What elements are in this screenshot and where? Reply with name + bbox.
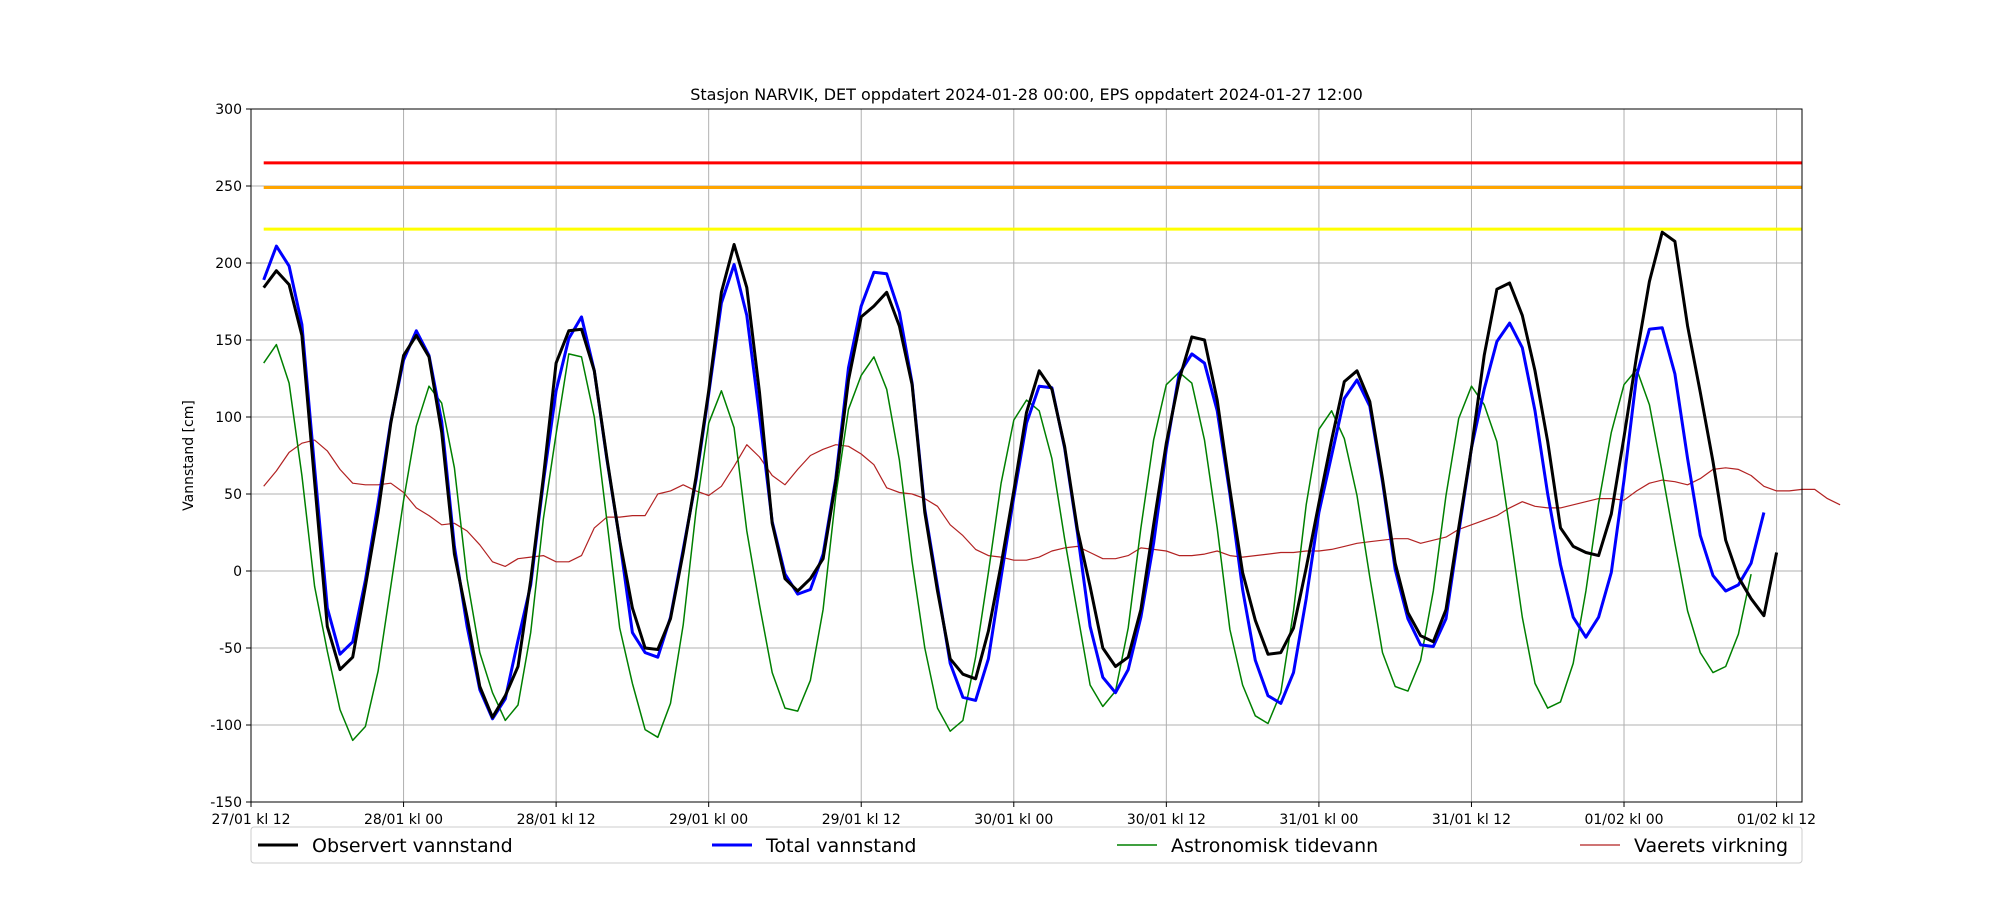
series-lines xyxy=(262,230,1841,742)
y-tick-label: 150 xyxy=(215,333,242,349)
legend-label: Observert vannstand xyxy=(312,835,513,857)
y-tick-label: -100 xyxy=(210,718,242,734)
y-tick-label: 200 xyxy=(215,256,242,272)
series-line-1 xyxy=(262,230,1779,719)
threshold-lines xyxy=(263,161,1802,231)
x-ticks: 27/01 kl 12 28/01 kl 00 28/01 kl 12 29/01 k… xyxy=(211,802,1816,828)
x-tick-label: 01/02 kl 12 xyxy=(1737,812,1816,828)
plot-frame xyxy=(250,108,1803,803)
x-tick-label: 30/01 kl 12 xyxy=(1127,812,1206,828)
y-tick-label: 100 xyxy=(215,410,242,426)
x-tick-label: 31/01 kl 12 xyxy=(1432,812,1511,828)
x-tick-label: 29/01 kl 00 xyxy=(669,812,748,828)
y-tick-label: -50 xyxy=(219,641,242,657)
legend-label: Vaerets virkning xyxy=(1634,835,1788,857)
x-tick-label: 29/01 kl 12 xyxy=(822,812,901,828)
x-tick-label: 01/02 kl 00 xyxy=(1584,812,1663,828)
series-line-3 xyxy=(263,343,1752,742)
y-tick-label: 300 xyxy=(215,102,242,118)
y-ticks: -150 -100 -50 0 50 100 150 200 250 300 xyxy=(210,102,251,811)
y-tick-label: 50 xyxy=(224,487,242,503)
series-line-4 xyxy=(263,439,1841,568)
x-tick-label: 28/01 kl 12 xyxy=(517,812,596,828)
x-tick-label: 28/01 kl 00 xyxy=(364,812,443,828)
chart-title: Stasjon NARVIK, DET oppdatert 2024-01-28… xyxy=(690,85,1363,104)
y-tick-label: -150 xyxy=(210,795,242,811)
legend: Observert vannstand Total vannstand Astron… xyxy=(250,826,1803,864)
x-tick-label: 30/01 kl 00 xyxy=(974,812,1053,828)
y-tick-label: 0 xyxy=(233,564,242,580)
x-tick-label: 27/01 kl 12 xyxy=(211,812,290,828)
y-tick-label: 250 xyxy=(215,179,242,195)
legend-label: Total vannstand xyxy=(765,835,916,857)
legend-box xyxy=(250,826,1803,864)
y-axis-label: Vannstand [cm] xyxy=(181,400,197,511)
legend-label: Astronomisk tidevann xyxy=(1171,835,1378,857)
x-tick-label: 31/01 kl 00 xyxy=(1279,812,1358,828)
